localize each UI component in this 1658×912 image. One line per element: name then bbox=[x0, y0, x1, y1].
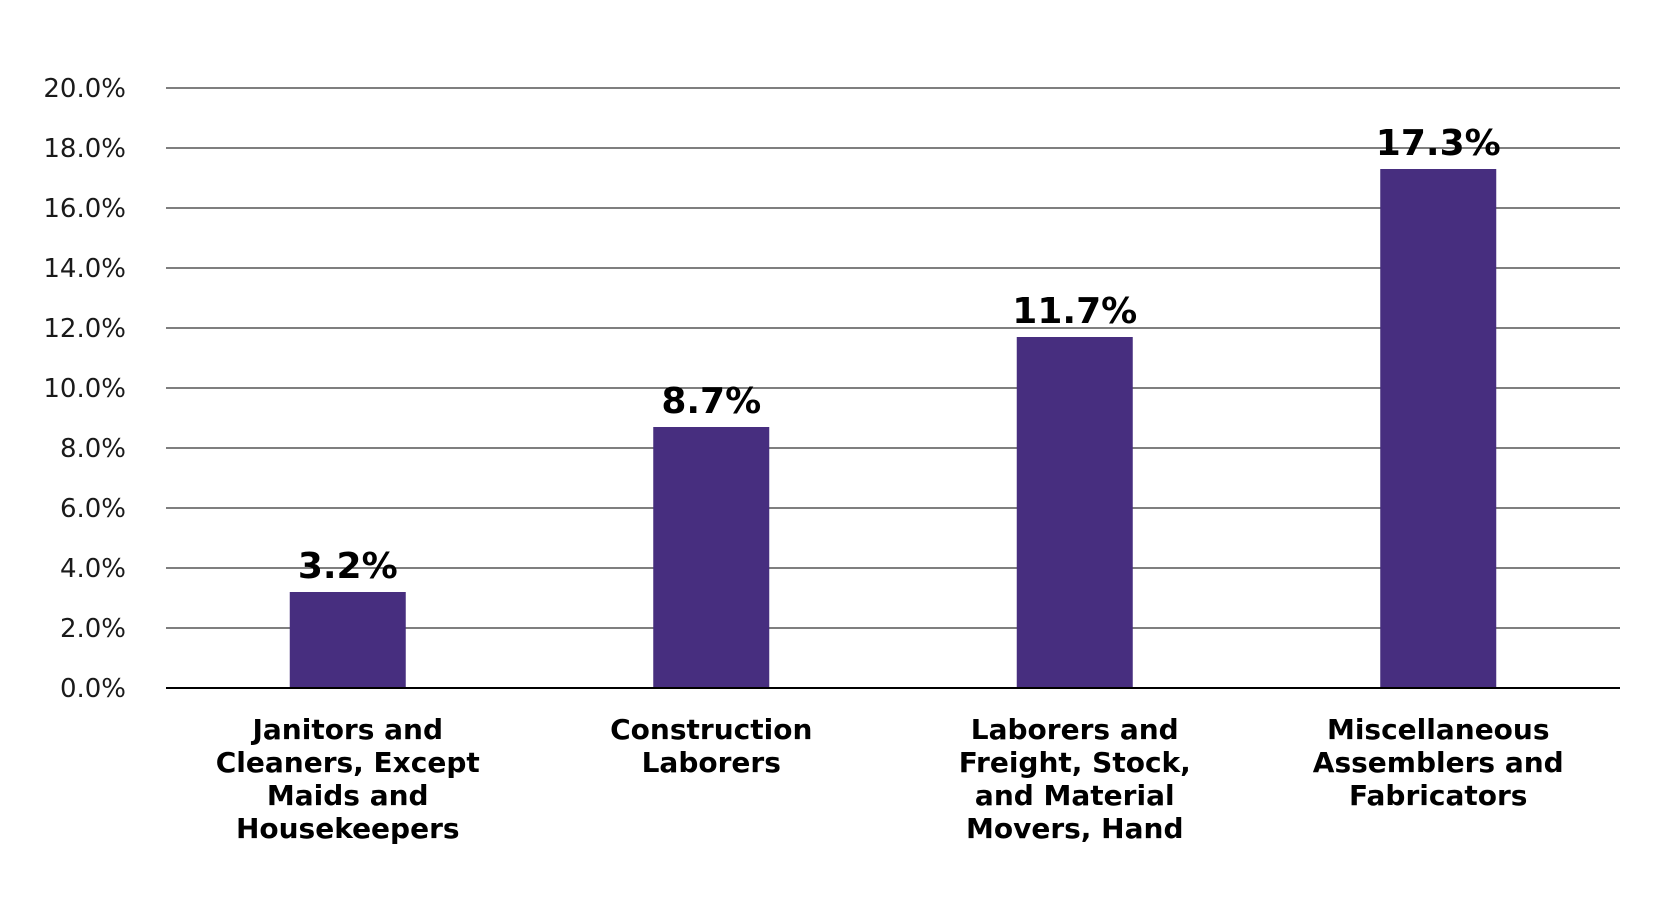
bar-value-label: 3.2% bbox=[298, 546, 398, 587]
y-tick-label: 12.0% bbox=[43, 314, 126, 344]
category-label-janitors: Janitors and Cleaners, Except Maids and … bbox=[215, 713, 480, 845]
y-tick-label: 16.0% bbox=[43, 194, 126, 224]
gridlines bbox=[166, 87, 1620, 629]
y-tick-label: 2.0% bbox=[60, 614, 126, 644]
y-tick-label: 20.0% bbox=[43, 74, 126, 104]
y-tick-label: 10.0% bbox=[43, 374, 126, 404]
y-tick-label: 6.0% bbox=[60, 494, 126, 524]
bar bbox=[1016, 337, 1133, 688]
bars bbox=[289, 169, 1497, 688]
category-label-construction-laborers: Construction Laborers bbox=[610, 713, 813, 779]
y-axis-tick-labels: 0.0% 2.0% 4.0% 6.0% 8.0% 10.0% 12.0% 14.0% 16.0%… bbox=[43, 74, 126, 704]
bar bbox=[1380, 169, 1497, 688]
bar-value-label: 17.3% bbox=[1376, 123, 1501, 164]
y-tick-label: 4.0% bbox=[60, 554, 126, 584]
y-tick-label: 18.0% bbox=[43, 134, 126, 164]
bar bbox=[653, 427, 770, 688]
y-tick-label: 8.0% bbox=[60, 434, 126, 464]
y-tick-label: 14.0% bbox=[43, 254, 126, 284]
y-tick-label: 0.0% bbox=[60, 674, 126, 704]
category-label-laborers-freight: Laborers and Freight, Stock, and Materia… bbox=[958, 713, 1191, 845]
bar-value-label: 8.7% bbox=[661, 381, 761, 422]
data-labels: 3.2% 8.7% 11.7% 17.3% bbox=[298, 123, 1501, 587]
bar bbox=[289, 592, 406, 688]
category-label-misc-assemblers: Miscellaneous Assemblers and Fabricators bbox=[1312, 713, 1564, 812]
bar-value-label: 11.7% bbox=[1012, 291, 1137, 332]
